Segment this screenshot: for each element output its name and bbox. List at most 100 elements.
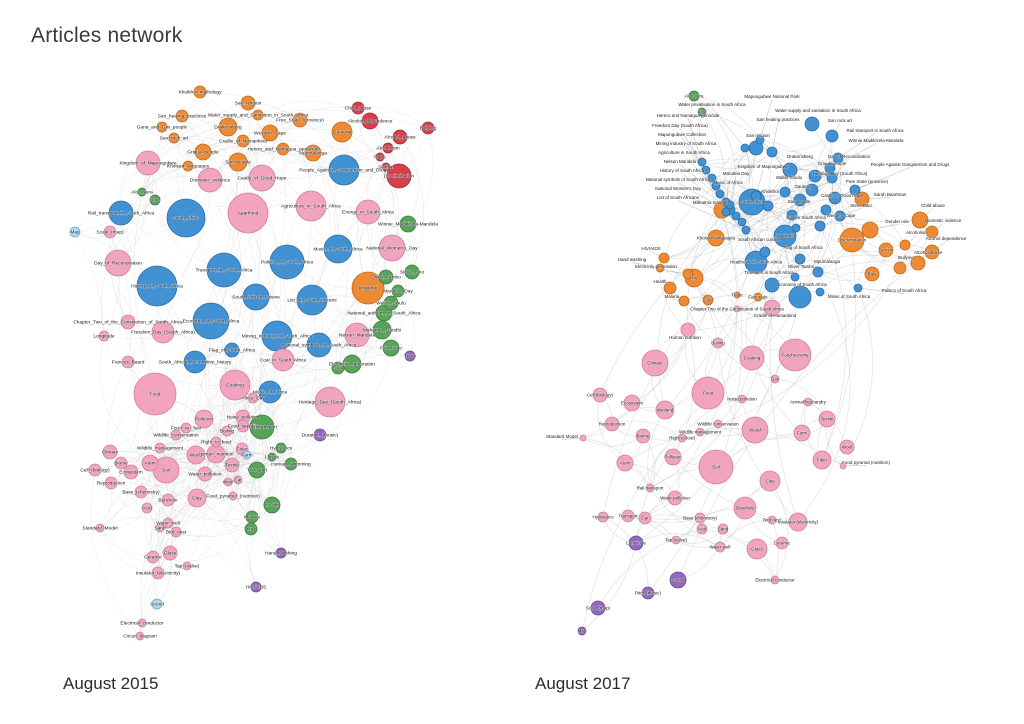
graph-node[interactable] [141,454,159,472]
graph-node[interactable] [878,242,894,258]
graph-node[interactable] [103,225,117,239]
graph-node[interactable] [717,523,729,535]
graph-node[interactable] [733,305,741,313]
graph-node[interactable] [351,101,365,115]
graph-node[interactable] [815,287,825,297]
graph-node[interactable] [849,184,861,196]
graph-node[interactable] [170,526,182,538]
graph-node[interactable] [120,314,136,330]
graph-node[interactable] [313,428,327,442]
graph-node[interactable] [304,144,322,162]
graph-node[interactable] [773,224,797,248]
graph-node[interactable] [342,354,362,374]
graph-node[interactable] [766,146,778,158]
graph-node[interactable] [762,200,774,212]
graph-node[interactable] [839,227,865,253]
graph-node[interactable] [271,348,295,372]
graph-node[interactable] [592,387,608,403]
graph-node[interactable] [323,234,353,264]
graph-node[interactable] [864,266,880,282]
graph-node[interactable] [786,209,798,221]
graph-node[interactable] [236,134,250,148]
graph-node[interactable] [114,456,128,470]
graph-node[interactable] [825,129,839,143]
graph-node[interactable] [275,442,287,454]
graph-node[interactable] [151,598,163,610]
graph-node[interactable] [828,191,842,205]
graph-node[interactable] [108,200,134,226]
graph-node[interactable] [328,154,360,186]
graph-node[interactable] [193,85,207,99]
graph-node[interactable] [577,626,587,636]
graph-node[interactable] [404,350,416,362]
graph-node[interactable] [712,337,724,349]
graph-node[interactable] [378,269,394,285]
graph-node[interactable] [197,167,223,193]
graph-node[interactable] [812,450,832,470]
graph-node[interactable] [604,416,620,432]
graph-node[interactable] [590,600,606,616]
graph-node[interactable] [162,545,178,561]
graph-node[interactable] [834,210,846,222]
graph-node[interactable] [344,322,370,348]
graph-node[interactable] [779,186,791,198]
graph-node[interactable] [210,436,222,448]
graph-node[interactable] [151,566,165,580]
graph-node[interactable] [155,523,165,533]
graph-node[interactable] [276,142,290,156]
graph-node[interactable] [658,252,670,264]
graph-node[interactable] [725,200,735,210]
graph-node[interactable] [154,442,166,454]
graph-node[interactable] [924,244,940,260]
graph-node[interactable] [421,121,435,135]
graph-node[interactable] [638,511,652,525]
graph-node[interactable] [382,339,400,357]
graph-node[interactable] [663,281,677,295]
graph-node[interactable] [95,523,105,533]
graph-node[interactable] [655,400,675,420]
graph-node[interactable] [136,265,178,307]
graph-node[interactable] [306,332,332,358]
graph-node[interactable] [853,283,863,293]
graph-node[interactable] [224,342,240,358]
graph-node[interactable] [383,295,399,311]
graph-node[interactable] [741,416,769,444]
graph-node[interactable] [770,575,780,585]
graph-node[interactable] [824,162,836,174]
graph-node[interactable] [770,374,780,384]
graph-node[interactable] [839,439,855,455]
graph-node[interactable] [695,427,705,437]
graph-node[interactable] [102,444,118,460]
graph-node[interactable] [135,631,145,641]
graph-node[interactable] [252,109,264,121]
graph-node[interactable] [741,225,751,235]
graph-node[interactable] [788,512,808,532]
graph-node[interactable] [372,320,392,340]
graph-node[interactable] [404,264,420,280]
graph-node[interactable] [228,491,238,501]
graph-node[interactable] [597,511,609,523]
graph-node[interactable] [753,292,763,302]
graph-node[interactable] [240,95,256,111]
graph-node[interactable] [621,509,635,523]
graph-node[interactable] [355,199,381,225]
graph-node[interactable] [206,444,226,464]
graph-node[interactable] [151,320,175,344]
graph-node[interactable] [641,349,669,377]
graph-node[interactable] [331,361,345,375]
graph-node[interactable] [123,464,139,480]
graph-node[interactable] [284,457,298,471]
graph-node[interactable] [382,142,394,154]
graph-node[interactable] [635,428,651,444]
graph-node[interactable] [628,535,644,551]
graph-node[interactable] [764,277,780,293]
graph-node[interactable] [137,187,147,197]
graph-node[interactable] [141,502,153,514]
graph-node[interactable] [295,190,327,222]
graph-node[interactable] [249,414,275,440]
graph-node[interactable] [258,380,282,404]
graph-node[interactable] [707,229,725,247]
graph-node[interactable] [701,165,711,175]
graph-node[interactable] [579,434,587,442]
graph-node[interactable] [925,225,939,239]
